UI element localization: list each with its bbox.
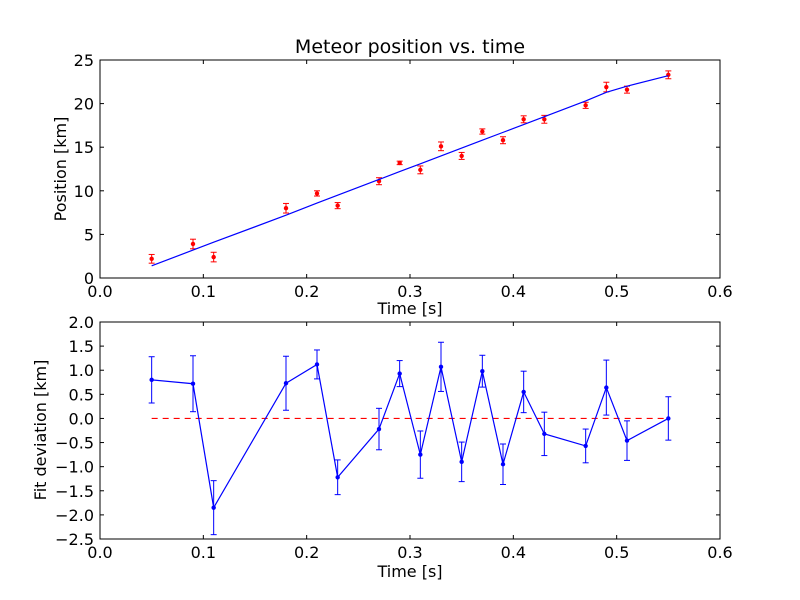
bottom-chart-xtick-label: 0.2 (294, 543, 319, 562)
bottom-chart-xtick-label: 0.3 (397, 543, 422, 562)
top-chart-xtick-label: 0.2 (294, 282, 319, 301)
bottom-chart-xtick-label: 0.1 (191, 543, 216, 562)
top-chart-xtick-label: 0.0 (87, 282, 112, 301)
bottom-chart-ytick-label: 0.5 (69, 385, 94, 404)
top-chart-fit-line (151, 75, 669, 267)
top-chart-ytick-label: 5 (84, 225, 94, 244)
top-chart-ytick-label: 0 (84, 269, 94, 288)
top-chart-data-point (211, 254, 216, 260)
bottom-chart-data-point (604, 385, 609, 390)
top-chart-xtick-label: 0.1 (191, 282, 216, 301)
top-chart-title: Meteor position vs. time (295, 36, 525, 58)
top-chart-data-point (438, 144, 444, 149)
bottom-chart-plot-area: 0.0 0.1 0.2 0.3 0.4 0.5 0.6 −2.5 −2.0 −1.5 −1.0 −0.… (55, 313, 733, 562)
top-chart-xtick-label: 0.5 (604, 282, 629, 301)
bottom-chart-ytick-label: −1.0 (55, 458, 94, 477)
bottom-chart-data-point (542, 431, 547, 437)
bottom-chart-data-point (583, 443, 588, 449)
bottom-chart-data-point (190, 381, 196, 386)
bottom-chart-data-point (438, 364, 444, 370)
bottom-chart-data-point (211, 505, 216, 510)
bottom-chart-ytick-label: 0.0 (69, 409, 94, 428)
top-chart-xtick-label: 0.6 (707, 282, 732, 301)
top-chart-xtick-label: 0.4 (501, 282, 526, 301)
bottom-chart-ytick-label: 2.0 (69, 313, 94, 332)
bottom-chart-data-point (459, 459, 464, 465)
bottom-chart-ytick-label: 1.0 (69, 361, 94, 380)
bottom-chart-data-point (283, 381, 289, 386)
top-chart-xlabel: Time [s] (376, 299, 442, 318)
top-chart-data-point (542, 117, 547, 122)
bottom-chart-data-point (376, 426, 382, 432)
top-chart-xtick-label: 0.3 (397, 282, 422, 301)
top-chart-data-point (521, 117, 526, 122)
bottom-chart-data-point (314, 362, 320, 367)
top-chart-data-point (149, 256, 154, 262)
bottom-chart-ytick-label: −2.5 (55, 530, 94, 549)
bottom-chart-data-point (521, 389, 526, 395)
bottom-chart-ylabel: Fit deviation [km] (31, 360, 50, 501)
top-chart-ylabel: Position [km] (51, 117, 70, 222)
top-chart-data-point (624, 87, 630, 92)
bottom-chart-data-point (418, 452, 423, 457)
bottom-chart-data-point (480, 368, 485, 374)
top-chart-plot-area: 0.0 0.1 0.2 0.3 0.4 0.5 0.6 0 5 10 15 20 25 (74, 51, 733, 301)
bottom-chart-data-point (666, 416, 671, 421)
top-chart-ytick-label: 15 (74, 138, 94, 157)
bottom-chart-xtick-label: 0.6 (707, 543, 732, 562)
bottom-chart-ytick-label: −0.5 (55, 434, 94, 453)
top-chart-data-point (418, 167, 423, 173)
top-chart-data-point (335, 203, 340, 208)
top-chart-ytick-label: 20 (74, 95, 94, 114)
top-chart-data-point (583, 103, 588, 108)
top-chart-data-point (459, 153, 464, 159)
bottom-chart-ytick-label: 1.5 (69, 337, 94, 356)
bottom-chart-data-point (397, 371, 402, 376)
top-chart-data-point (190, 241, 196, 247)
bottom-chart-data-point (624, 438, 630, 443)
top-chart-data-point (480, 129, 485, 134)
top-chart-data-point (283, 206, 289, 211)
bottom-chart-xlabel: Time [s] (376, 562, 442, 581)
bottom-chart-data-point (500, 462, 506, 467)
bottom-chart-xtick-label: 0.0 (87, 543, 112, 562)
top-chart-data-point (500, 138, 506, 143)
bottom-chart-data-point (335, 475, 340, 480)
bottom-chart-xtick-label: 0.5 (604, 543, 629, 562)
bottom-chart-xtick-label: 0.4 (501, 543, 526, 562)
bottom-chart-data-point (149, 377, 154, 383)
top-chart-ytick-label: 25 (74, 51, 94, 70)
top-chart-data-point (604, 84, 609, 90)
top-chart-data-point (314, 191, 320, 196)
top-chart-ytick-label: 10 (74, 182, 94, 201)
bottom-chart-ytick-label: −1.5 (55, 482, 94, 501)
bottom-chart-ytick-label: −2.0 (55, 506, 94, 525)
top-chart-data-point (397, 160, 402, 166)
